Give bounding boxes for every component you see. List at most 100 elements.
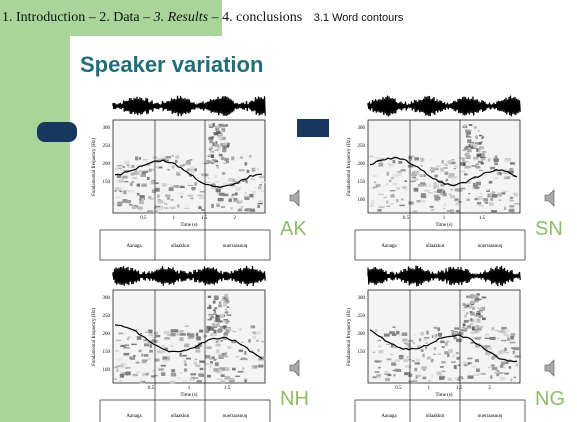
- spectral-texture: [164, 207, 169, 209]
- y-axis-label: Fundamental frequency (Hz): [92, 308, 97, 366]
- spectral-texture: [140, 195, 145, 198]
- spectral-texture: [374, 182, 376, 184]
- spectral-texture: [244, 209, 248, 211]
- spectral-texture: [391, 194, 395, 197]
- spectral-texture: [434, 195, 439, 197]
- spectral-texture: [437, 189, 442, 193]
- spectral-texture: [126, 347, 130, 349]
- word-label: ullaakkut: [171, 414, 190, 419]
- spectral-texture: [260, 182, 266, 183]
- spectral-texture: [216, 188, 221, 192]
- spectral-texture: [137, 193, 140, 196]
- spectral-texture: [221, 381, 225, 384]
- spectral-texture: [431, 359, 434, 362]
- spectral-texture: [369, 156, 373, 157]
- waveform: [368, 266, 520, 287]
- spectral-texture: [261, 191, 265, 192]
- spectral-texture: [488, 367, 492, 368]
- spectral-texture: [465, 304, 467, 307]
- spectral-texture: [139, 350, 142, 352]
- spectral-texture: [465, 328, 468, 332]
- spectral-texture: [130, 183, 133, 186]
- spectral-texture: [446, 341, 449, 343]
- spectral-texture: [117, 202, 122, 205]
- y-tick-label: 150: [358, 180, 366, 185]
- spectral-texture: [143, 159, 148, 160]
- spectral-texture: [142, 184, 147, 187]
- spectral-texture: [479, 135, 482, 137]
- spectral-texture: [242, 367, 245, 369]
- spectral-texture: [164, 203, 167, 204]
- spectral-texture: [249, 194, 253, 197]
- spectral-texture: [149, 198, 154, 199]
- spectral-texture: [120, 345, 124, 347]
- spectral-texture: [213, 368, 218, 372]
- spectral-texture: [165, 194, 170, 197]
- spectral-texture: [456, 202, 460, 206]
- word-label: Aanaga: [381, 414, 397, 419]
- spectral-texture: [129, 204, 132, 206]
- spectral-texture: [448, 193, 451, 196]
- y-tick-label: 300: [358, 296, 366, 301]
- spectral-texture: [210, 361, 213, 363]
- spectral-texture: [219, 193, 225, 196]
- spectral-texture: [482, 151, 486, 152]
- spectral-texture: [481, 311, 483, 312]
- spectral-texture: [258, 365, 264, 368]
- spectral-texture: [154, 166, 159, 168]
- spectral-texture: [460, 188, 466, 190]
- spectral-texture: [161, 156, 165, 157]
- spectral-texture: [223, 183, 229, 185]
- spectral-texture: [124, 353, 130, 356]
- spectral-texture: [416, 375, 418, 378]
- spectral-texture: [373, 352, 376, 353]
- spectral-texture: [391, 178, 394, 179]
- spectral-texture: [421, 195, 426, 198]
- spectral-texture: [442, 371, 446, 373]
- spectral-texture: [114, 378, 116, 379]
- spectral-texture: [161, 372, 165, 376]
- spectral-texture: [510, 342, 516, 344]
- spectral-texture: [391, 347, 396, 348]
- spectral-texture: [188, 185, 194, 186]
- spectral-texture: [117, 205, 122, 207]
- spectral-texture: [422, 354, 424, 358]
- spectral-texture: [477, 156, 481, 157]
- spectral-texture: [503, 191, 509, 192]
- spectral-texture: [440, 193, 443, 195]
- spectral-texture: [120, 374, 124, 378]
- spectral-texture: [482, 318, 486, 321]
- spectral-texture: [470, 143, 472, 146]
- spectral-texture: [158, 200, 163, 203]
- spectral-texture: [384, 334, 390, 337]
- spectral-texture: [195, 182, 197, 185]
- spectral-texture: [209, 149, 211, 150]
- spectral-texture: [126, 200, 131, 203]
- spectral-texture: [241, 342, 243, 343]
- spectral-texture: [145, 332, 149, 333]
- spectral-texture: [392, 183, 396, 185]
- spectral-texture: [222, 172, 225, 174]
- spectral-texture: [495, 155, 498, 159]
- spectral-texture: [137, 184, 140, 187]
- spectral-texture: [128, 167, 131, 168]
- spectral-texture: [425, 347, 427, 350]
- spectral-texture: [224, 299, 228, 301]
- spectral-texture: [447, 160, 452, 163]
- spectral-texture: [475, 166, 480, 169]
- spectral-texture: [491, 194, 497, 198]
- spectral-texture: [139, 157, 141, 160]
- spectral-texture: [389, 331, 395, 334]
- spectral-texture: [510, 197, 513, 200]
- spectral-texture: [190, 166, 194, 169]
- spectral-texture: [255, 188, 257, 189]
- spectral-texture: [440, 341, 444, 344]
- spectral-texture: [379, 206, 385, 207]
- spectral-texture: [218, 201, 221, 204]
- spectral-texture: [259, 201, 263, 202]
- spectral-texture: [127, 338, 129, 340]
- spectral-texture: [200, 368, 204, 370]
- spectral-texture: [177, 174, 181, 175]
- spectral-texture: [209, 127, 214, 128]
- spectral-texture: [186, 358, 191, 360]
